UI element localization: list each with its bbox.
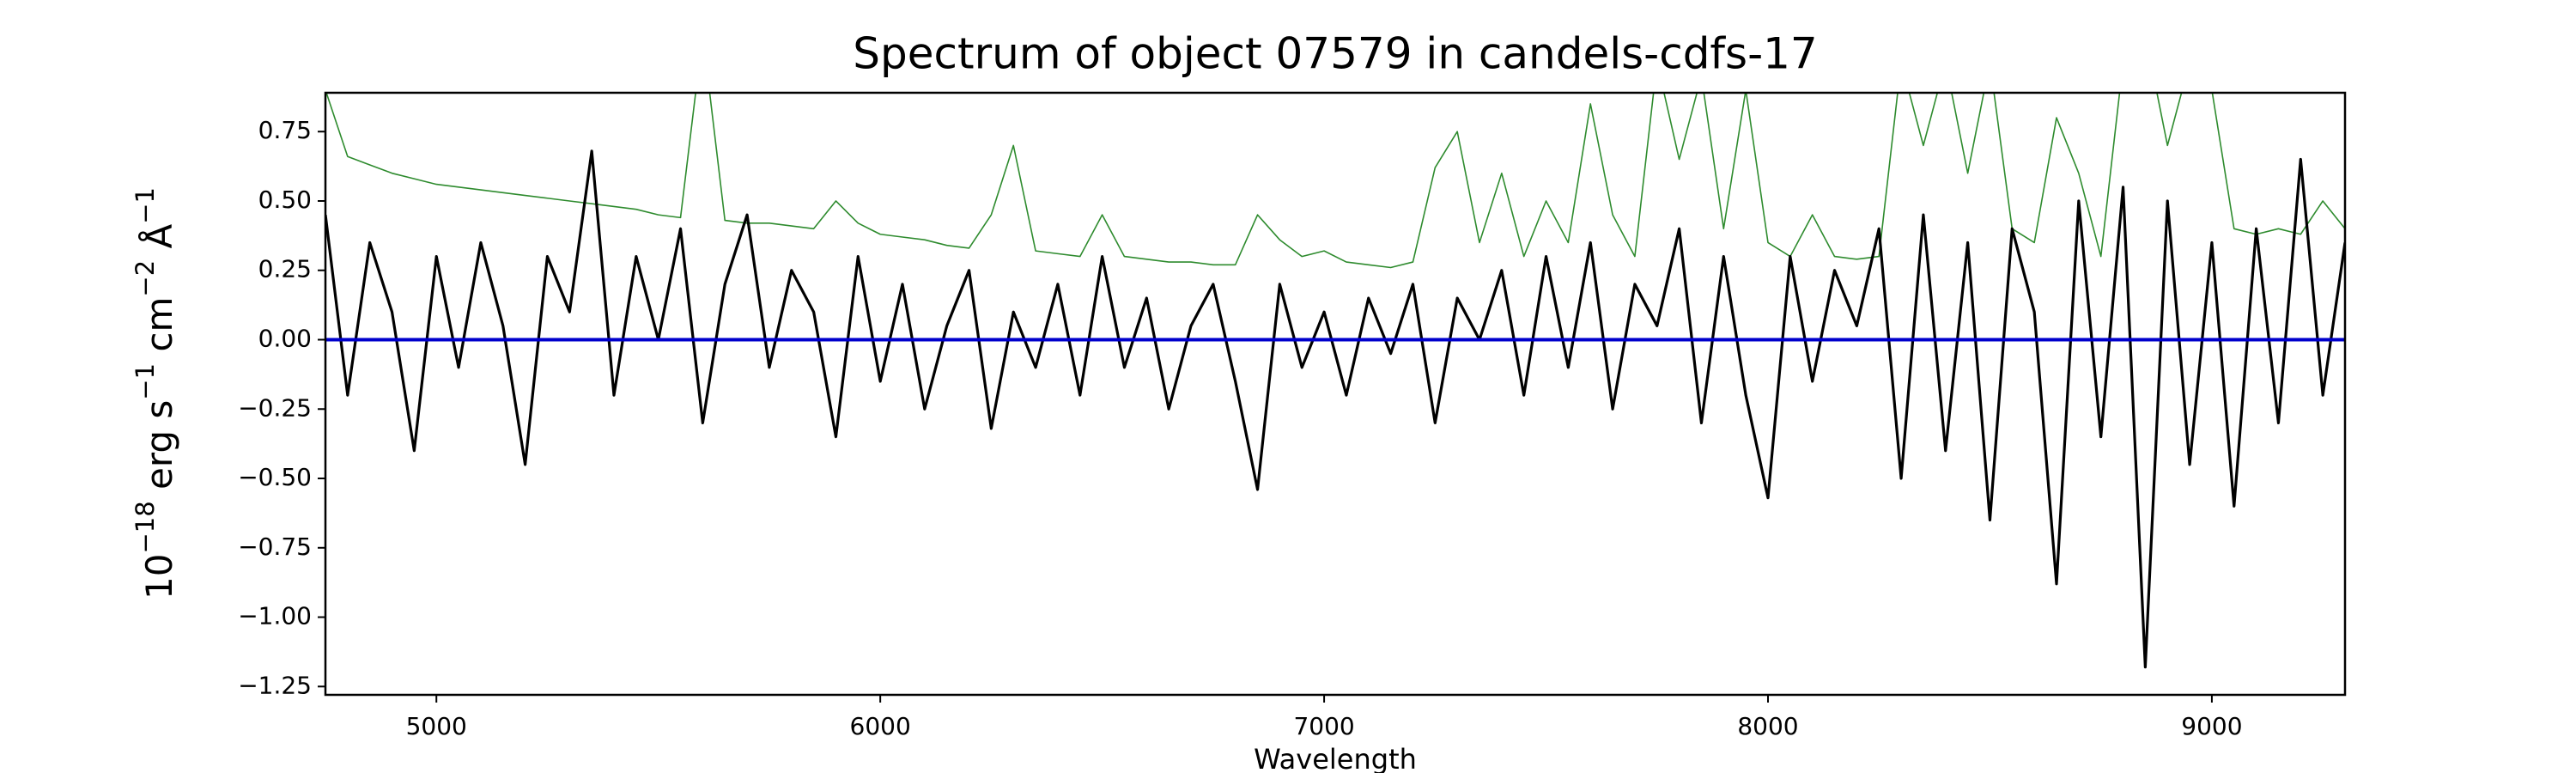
x-axis-label: Wavelength	[1254, 743, 1417, 773]
y-axis-label: 10−18 erg s−1 cm−2 Å−1	[131, 187, 180, 600]
plot-lines	[325, 93, 2345, 669]
chart-title: Spectrum of object 07579 in candels-cdfs…	[853, 29, 1818, 79]
y-label-part: Å	[137, 224, 180, 260]
y-tick-label: −0.50	[238, 463, 312, 491]
y-label-exponent: −2	[131, 260, 160, 297]
y-tick-label: 0.25	[258, 255, 312, 283]
y-tick-label: 0.50	[258, 186, 312, 214]
y-label-part: 10	[138, 554, 180, 600]
y-label-part: cm	[138, 297, 180, 363]
plot-frame	[324, 91, 2347, 697]
x-tick-label: 9000	[2181, 712, 2242, 740]
x-tick-label: 8000	[1737, 712, 1798, 740]
y-tick-label: 0.00	[258, 325, 312, 353]
spectrum-line	[325, 93, 2345, 269]
x-tick-label: 5000	[406, 712, 467, 740]
y-tick-label: −0.75	[238, 533, 312, 561]
y-label-exponent: −18	[131, 501, 160, 553]
y-tick-label: −0.25	[238, 393, 312, 422]
y-label-exponent: −1	[131, 363, 160, 400]
x-tick-label: 7000	[1293, 712, 1354, 740]
y-label-exponent: −1	[131, 187, 160, 224]
y-tick-label: −1.00	[238, 602, 312, 630]
spectrum-line	[325, 149, 2345, 669]
y-tick-label: 0.75	[258, 116, 312, 144]
x-tick-label: 6000	[850, 712, 911, 740]
y-label-part: erg s	[138, 400, 180, 502]
y-tick-label: −1.25	[238, 671, 312, 699]
